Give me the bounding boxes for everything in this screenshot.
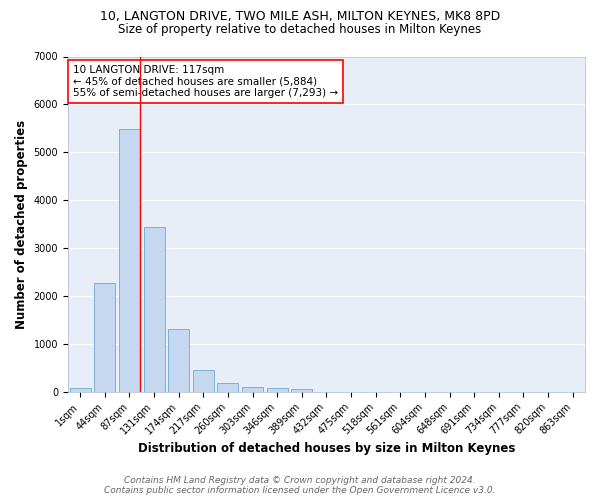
Bar: [292, 389, 312, 392]
Y-axis label: Number of detached properties: Number of detached properties: [15, 120, 28, 328]
Bar: [242, 386, 263, 392]
Text: 10 LANGTON DRIVE: 117sqm
← 45% of detached houses are smaller (5,884)
55% of sem: 10 LANGTON DRIVE: 117sqm ← 45% of detach…: [73, 65, 338, 98]
Bar: [168, 329, 189, 392]
Text: Contains HM Land Registry data © Crown copyright and database right 2024.
Contai: Contains HM Land Registry data © Crown c…: [104, 476, 496, 495]
Bar: [193, 370, 214, 392]
Bar: [143, 228, 164, 392]
Text: Size of property relative to detached houses in Milton Keynes: Size of property relative to detached ho…: [118, 22, 482, 36]
Text: 10, LANGTON DRIVE, TWO MILE ASH, MILTON KEYNES, MK8 8PD: 10, LANGTON DRIVE, TWO MILE ASH, MILTON …: [100, 10, 500, 23]
Bar: [119, 130, 140, 392]
Bar: [217, 383, 238, 392]
Bar: [94, 282, 115, 392]
Bar: [267, 388, 287, 392]
Bar: [70, 388, 91, 392]
X-axis label: Distribution of detached houses by size in Milton Keynes: Distribution of detached houses by size …: [138, 442, 515, 455]
